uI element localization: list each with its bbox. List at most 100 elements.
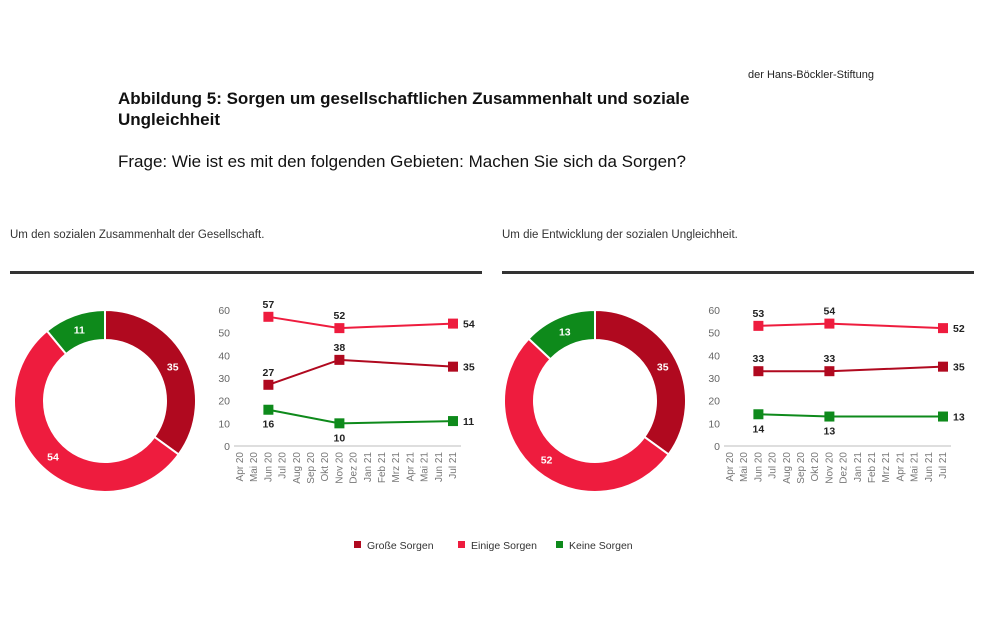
line-left-ytick-label: 0 [224,441,230,453]
line-left-data-label: 35 [463,362,475,374]
line-left-xtick-label: Dez 20 [349,452,360,484]
line-right-xtick-label: Okt 20 [810,452,821,482]
donut-left-slice-label: 11 [74,324,85,336]
line-left-xtick-label: Feb 21 [377,452,388,484]
line-left-xtick-label: Apr 20 [235,452,246,482]
figure-title: Abbildung 5: Sorgen um gesellschaftliche… [118,89,690,129]
legend-item: Keine Sorgen [556,540,633,552]
line-right-data-label: 33 [824,353,836,365]
source-label: der Hans-Böckler-Stiftung [748,69,874,81]
line-right-xtick-label: Jul 21 [938,452,949,479]
line-left-point [334,354,345,365]
line-right-xtick-label: Aug 20 [782,452,793,484]
line-right-xtick-label: Jul 20 [768,452,779,479]
line-left-data-label: 16 [263,419,275,431]
line-right-ytick-label: 20 [708,396,720,408]
line-left-data-label: 11 [463,416,474,428]
divider-right [502,271,974,274]
line-right-xtick-label: Jun 20 [753,452,764,482]
line-right-xtick-label: Jan 21 [853,452,864,482]
line-left-point [263,379,274,390]
donut-left-slice-label: 54 [47,451,59,463]
legend-label: Einige Sorgen [471,540,537,552]
line-left-ytick-label: 40 [218,350,230,362]
line-left-xtick-label: Sep 20 [306,452,317,484]
donut-left-slice [13,329,181,493]
panel-title-right: Um die Entwicklung der sozialen Ungleich… [502,229,738,241]
line-right-series-line [758,322,944,330]
line-right-xtick-label: Mai 20 [739,452,750,482]
line-right-point [938,323,948,334]
line-left-point [263,311,274,322]
line-right-xtick-label: Apr 21 [895,452,906,482]
line-left-ytick-label: 20 [218,396,230,408]
line-right-xtick-label: Sep 20 [796,452,807,484]
line-left-point [334,323,345,334]
line-right-data-label: 33 [753,353,765,365]
legend-swatch [556,541,563,548]
line-right-series-line [758,365,944,373]
donut-right-slice-label: 52 [541,455,553,467]
donut-left-slice-label: 35 [167,361,179,373]
line-left-point [334,418,345,429]
line-left-data-label: 52 [334,310,346,322]
line-left-data-label: 27 [263,367,275,379]
line-right-ytick-label: 10 [708,418,720,430]
line-right-xtick-label: Nov 20 [824,452,835,484]
divider-left [10,271,482,274]
legend-item: Einige Sorgen [458,540,537,552]
line-left-xtick-label: Mai 20 [249,452,260,482]
line-right-xtick-label: Mrz 21 [881,452,892,483]
line-right-xtick-label: Mai 21 [910,452,921,482]
line-right-data-label: 13 [824,426,836,438]
legend-swatch [458,541,465,548]
line-left-xtick-label: Nov 20 [334,452,345,484]
line-left-data-label: 54 [463,319,475,331]
line-left-xtick-label: Mai 21 [420,452,431,482]
legend-label: Große Sorgen [367,540,434,552]
line-left-xtick-label: Jun 21 [434,452,445,482]
line-right-ytick-label: 60 [708,305,720,317]
line-left-ytick-label: 30 [218,373,230,385]
line-left-xtick-label: Okt 20 [320,452,331,482]
line-right-data-label: 14 [753,423,765,435]
line-right-xtick-label: Dez 20 [839,452,850,484]
line-left-ytick-label: 60 [218,305,230,317]
panel-title-left: Um den sozialen Zusammenhalt der Gesells… [10,229,265,241]
line-left-xtick-label: Jul 21 [448,452,459,479]
line-left-ytick-label: 10 [218,418,230,430]
line-left-point [263,404,274,415]
line-right-point [753,320,764,331]
line-right-ytick-label: 40 [708,350,720,362]
line-left-series-line [268,408,454,425]
line-right-point [824,411,835,422]
line-left-data-label: 10 [334,432,346,444]
line-left-ytick-label: 50 [218,328,230,340]
line-right-point [753,366,764,377]
donut-right-slice-label: 35 [657,361,669,373]
survey-question: Frage: Wie ist es mit den folgenden Gebi… [118,152,686,171]
donut-left-slice [104,308,197,456]
legend-swatch [354,541,361,548]
legend-item: Große Sorgen [354,540,434,552]
donut-right-slice-label: 13 [559,326,571,338]
line-left-series-line [268,315,454,330]
line-left-xtick-label: Jul 20 [278,452,289,479]
donut-left-slice [45,308,106,356]
line-left-data-label: 57 [263,299,275,311]
line-right-point [753,409,764,420]
line-left-point [448,318,458,329]
line-right-point [938,411,948,422]
line-right-xtick-label: Jun 21 [924,452,935,482]
line-right-data-label: 54 [824,306,836,318]
line-left-xtick-label: Aug 20 [292,452,303,484]
line-right-ytick-label: 50 [708,328,720,340]
donut-right-slice [527,308,596,361]
legend-label: Keine Sorgen [569,540,633,552]
line-right-point [938,361,948,372]
line-right-data-label: 35 [953,362,965,374]
line-right-data-label: 53 [753,308,765,320]
line-right-ytick-label: 30 [708,373,720,385]
line-left-series-line [268,358,454,386]
